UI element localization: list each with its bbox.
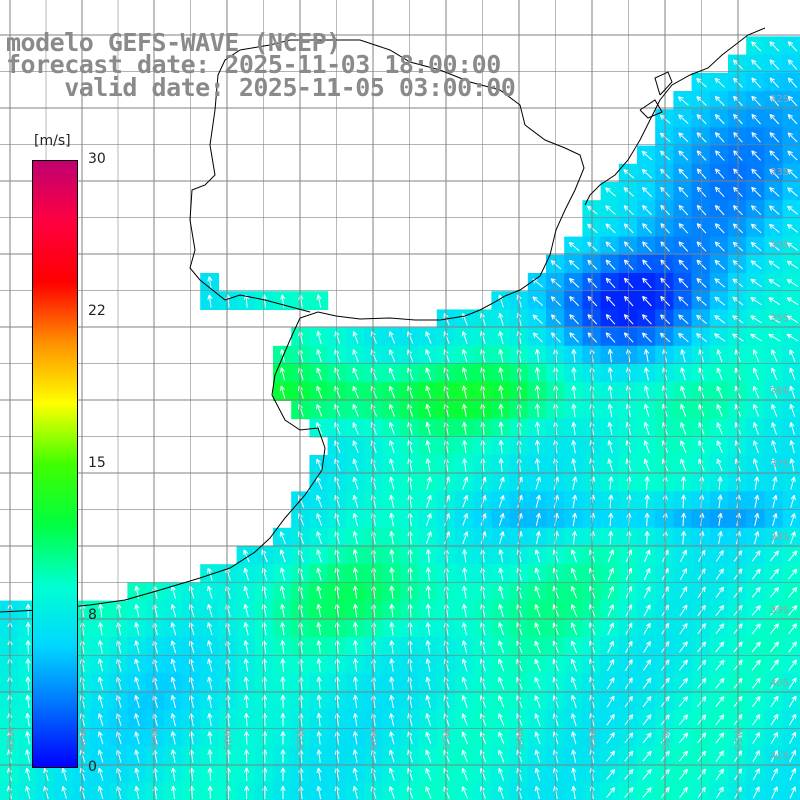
lon-label: 53W: [588, 727, 599, 750]
lat-label: 36S: [770, 386, 789, 397]
colorbar: [32, 160, 78, 768]
lat-label: 38S: [770, 532, 789, 543]
title-valid-date: valid date: 2025-11-05 03:00:00: [6, 73, 516, 102]
lon-label: 58W: [223, 727, 234, 750]
latitude-labels: 32S 33S 34S 35S 36S 37S 38S 39S 40S 41S: [770, 94, 789, 762]
lat-label: 33S: [770, 167, 789, 178]
colorbar-tick-8: 8: [88, 607, 97, 623]
lat-label: 34S: [770, 240, 789, 251]
colorbar-tick-30: 30: [88, 151, 106, 167]
lat-label: 35S: [770, 313, 789, 324]
lon-label: 51W: [734, 727, 745, 750]
lon-label: 55W: [442, 727, 453, 750]
title-forecast-date: forecast date: 2025-11-03 18:00:00: [6, 50, 501, 79]
lon-label: 59W: [150, 727, 161, 750]
colorbar-tick-22: 22: [88, 303, 106, 319]
title-model: modelo GEFS-WAVE (NCEP): [6, 28, 341, 57]
lon-label: 61W: [6, 727, 17, 750]
lat-label: 41S: [770, 751, 789, 762]
lat-label: 39S: [770, 605, 789, 616]
colorbar-tick-15: 15: [88, 455, 106, 471]
lat-label: 32S: [770, 94, 789, 105]
lon-label: 54W: [515, 727, 526, 750]
colorbar-unit: [m/s]: [34, 133, 71, 149]
longitude-labels: 61W 60W 59W 58W 57W 56W 55W 54W 53W 52W 51W: [6, 727, 745, 750]
coastline: [0, 27, 766, 613]
lon-label: 60W: [78, 727, 89, 750]
lat-label: 37S: [770, 459, 789, 470]
lon-label: 52W: [661, 727, 672, 750]
colorbar-tick-0: 0: [88, 759, 97, 775]
lat-label: 40S: [770, 678, 789, 689]
lon-label: 57W: [296, 727, 307, 750]
lon-label: 56W: [369, 727, 380, 750]
